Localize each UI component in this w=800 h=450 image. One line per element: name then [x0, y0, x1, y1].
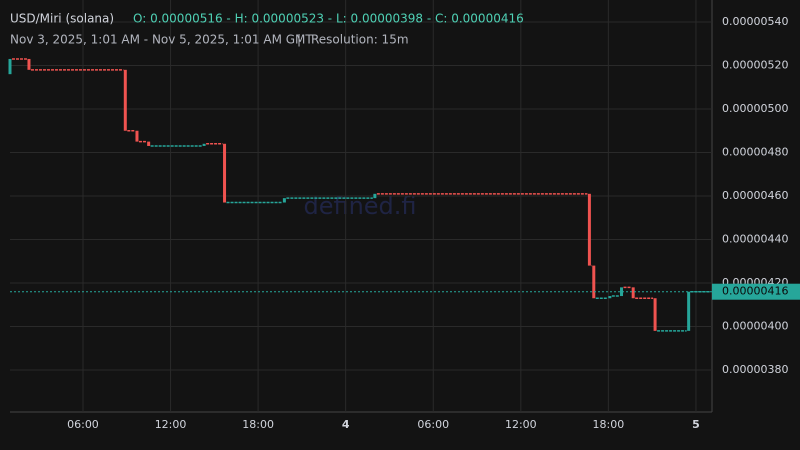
x-tick-label: 12:00: [505, 418, 537, 431]
last-price-label: 0.00000416: [722, 285, 788, 298]
y-tick-label: 0.00000520: [722, 58, 788, 71]
chart-title: USD/Miri (solana): [10, 12, 114, 26]
x-tick-label: 5: [692, 418, 700, 431]
separator: |: [297, 33, 301, 47]
x-tick-label: 06:00: [67, 418, 99, 431]
subtitle: Nov 3, 2025, 1:01 AM - Nov 5, 2025, 1:01…: [10, 33, 313, 47]
candle-body: [135, 130, 139, 142]
candle-body: [282, 198, 286, 203]
plot: [8, 0, 712, 412]
candle-body: [8, 58, 12, 75]
x-tick-label: 18:00: [593, 418, 625, 431]
x-tick-label: 12:00: [155, 418, 187, 431]
candle-body: [123, 69, 127, 131]
candle-body: [223, 143, 227, 203]
last-price-box: [712, 283, 800, 300]
candle-body: [687, 291, 691, 331]
y-tick-label: 0.00000480: [722, 145, 788, 158]
ohlc: O: 0.00000516 - H: 0.00000523 - L: 0.000…: [133, 12, 524, 26]
x-tick-label: 06:00: [417, 418, 449, 431]
y-tick-label: 0.00000500: [722, 102, 788, 115]
resolution: Resolution: 15m: [311, 33, 409, 47]
candle-body: [27, 58, 31, 70]
candle-body: [587, 193, 591, 266]
candle-body: [592, 265, 596, 299]
candle-body: [202, 143, 206, 146]
candle-body: [631, 287, 635, 299]
x-tick-label: 18:00: [242, 418, 274, 431]
y-tick-label: 0.00000400: [722, 320, 788, 333]
candle-body: [653, 298, 657, 331]
candle-body: [373, 193, 377, 199]
y-tick-label: 0.00000380: [722, 363, 788, 376]
y-tick-label: 0.00000540: [722, 15, 788, 28]
y-tick-label: 0.00000440: [722, 232, 788, 245]
candle-body: [608, 296, 612, 299]
watermark: defined.fi: [303, 192, 416, 220]
x-tick-label: 4: [342, 418, 350, 431]
candle-body: [147, 141, 151, 146]
candle-body: [620, 287, 624, 297]
y-tick-label: 0.00000460: [722, 189, 788, 202]
